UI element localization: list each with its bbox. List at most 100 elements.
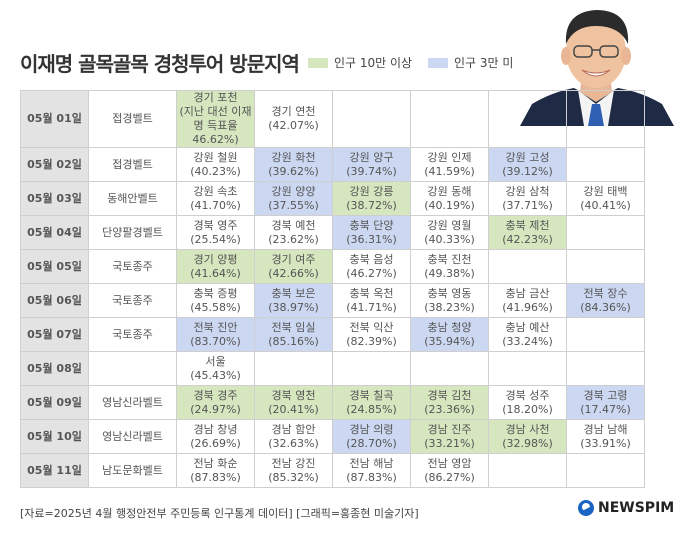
vote-share: (32.98%)	[502, 436, 553, 450]
tour-belt: 국토종주	[88, 283, 177, 318]
visit-date: 05월 09일	[20, 385, 89, 420]
legend-label-large: 인구 10만 이상	[334, 56, 413, 70]
region-cell: 강원 강릉 (38.72%)	[332, 181, 411, 216]
region-name: 경북 영주	[193, 218, 238, 232]
region-name: 경남 진주	[427, 422, 472, 436]
vote-share: (20.41%)	[268, 402, 319, 416]
region-name: 충남 청양	[427, 320, 472, 334]
region-cell: 강원 태백 (40.41%)	[566, 181, 645, 216]
region-cell: 경남 창녕 (26.69%)	[176, 419, 255, 454]
schedule-row: 05월 08일 서울 (45.43%)	[20, 351, 645, 386]
region-name: 경기 여주	[271, 252, 316, 266]
region-cell: 경기 포천 (지난 대선 이재명 득표율 46.62%)	[176, 90, 255, 148]
empty-cell	[566, 147, 645, 182]
visit-date: 05월 08일	[20, 351, 89, 386]
vote-share: (35.94%)	[424, 334, 475, 348]
vote-share: (25.54%)	[190, 232, 241, 246]
vote-share: (38.72%)	[346, 198, 397, 212]
legend-label-small: 인구 3만 미만	[454, 56, 525, 70]
empty-cell	[488, 351, 567, 386]
legend-item-large: 인구 10만 이상	[308, 54, 412, 71]
vote-share: (45.43%)	[190, 368, 241, 382]
region-cell: 충북 음성 (46.27%)	[332, 249, 411, 284]
region-name: 강원 강릉	[349, 184, 394, 198]
schedule-row: 05월 11일 남도문화벨트 전남 화순 (87.83%) 전남 강진 (85.32%) 전…	[20, 453, 645, 488]
region-cell: 충남 금산 (41.96%)	[488, 283, 567, 318]
tour-belt: 동해안벨트	[88, 181, 177, 216]
region-cell: 경북 고령 (17.47%)	[566, 385, 645, 420]
empty-cell	[566, 90, 645, 148]
visit-date: 05월 11일	[20, 453, 89, 488]
region-name: 전남 해남	[349, 456, 394, 470]
vote-share: (85.16%)	[268, 334, 319, 348]
region-cell: 경기 연천 (42.07%)	[254, 90, 333, 148]
region-name: 강원 속초	[193, 184, 238, 198]
vote-share: (45.58%)	[190, 300, 241, 314]
empty-cell	[332, 90, 411, 148]
region-cell: 충남 청양 (35.94%)	[410, 317, 489, 352]
vote-share: (42.07%)	[268, 119, 319, 132]
region-name: 강원 고성	[505, 150, 550, 164]
schedule-row: 05월 06일 국토종주 충북 증평 (45.58%) 충북 보은 (38.97%) 충북 …	[20, 283, 645, 318]
region-cell: 경북 예천 (23.62%)	[254, 215, 333, 250]
visit-date: 05월 05일	[20, 249, 89, 284]
schedule-row: 05월 02일 접경벨트 강원 철원 (40.23%) 강원 화천 (39.62%) 강원 …	[20, 147, 645, 182]
empty-cell	[566, 215, 645, 250]
region-cell: 경남 진주 (33.21%)	[410, 419, 489, 454]
region-name: 충북 제천	[505, 218, 550, 232]
region-name: 충북 보은	[271, 286, 316, 300]
vote-share: (87.83%)	[190, 470, 241, 484]
region-cell: 충북 영동 (38.23%)	[410, 283, 489, 318]
region-name: 경남 함안	[271, 422, 316, 436]
schedule-row: 05월 01일 접경벨트 경기 포천 (지난 대선 이재명 득표율 46.62%) 경기…	[20, 90, 645, 148]
region-name: 경남 사천	[505, 422, 550, 436]
vote-share: (17.47%)	[580, 402, 631, 416]
empty-cell	[410, 351, 489, 386]
region-cell: 강원 삼척 (37.71%)	[488, 181, 567, 216]
vote-share: (36.31%)	[346, 232, 397, 246]
tour-belt: 영남신라벨트	[88, 419, 177, 454]
tour-belt: 접경벨트	[88, 147, 177, 182]
region-name: 강원 화천	[271, 150, 316, 164]
visit-date: 05월 06일	[20, 283, 89, 318]
page-title: 이재명 골목골목 경청투어 방문지역	[20, 52, 300, 76]
region-name: 경기 양평	[193, 252, 238, 266]
vote-share: (38.23%)	[424, 300, 475, 314]
region-name: 충북 진천	[427, 252, 472, 266]
region-cell: 전북 익산 (82.39%)	[332, 317, 411, 352]
region-name: 경남 남해	[583, 422, 628, 436]
region-cell: 충북 단양 (36.31%)	[332, 215, 411, 250]
region-name: 충북 증평	[193, 286, 238, 300]
empty-cell	[488, 90, 567, 148]
region-name: 충북 음성	[349, 252, 394, 266]
region-cell: 경남 남해 (33.91%)	[566, 419, 645, 454]
region-name: 경북 칠곡	[349, 388, 394, 402]
vote-share: (41.59%)	[424, 164, 475, 178]
region-name: 전남 강진	[271, 456, 316, 470]
vote-share: (39.62%)	[268, 164, 319, 178]
schedule-row: 05월 03일 동해안벨트 강원 속초 (41.70%) 강원 양양 (37.55%) 강원…	[20, 181, 645, 216]
region-name: 경북 김천	[427, 388, 472, 402]
vote-share: (83.70%)	[190, 334, 241, 348]
region-cell: 충북 옥천 (41.71%)	[332, 283, 411, 318]
region-cell: 전남 강진 (85.32%)	[254, 453, 333, 488]
vote-share: (37.55%)	[268, 198, 319, 212]
vote-share: (40.41%)	[580, 198, 631, 212]
schedule-row: 05월 09일 영남신라벨트 경북 경주 (24.97%) 경북 영천 (20.41%) 경…	[20, 385, 645, 420]
vote-share: (33.24%)	[502, 334, 553, 348]
vote-share: (41.71%)	[346, 300, 397, 314]
vote-share: (87.83%)	[346, 470, 397, 484]
schedule-body: 05월 01일 접경벨트 경기 포천 (지난 대선 이재명 득표율 46.62%) 경기…	[20, 90, 645, 488]
empty-cell	[488, 249, 567, 284]
region-name: 전남 화순	[193, 456, 238, 470]
vote-share: (39.12%)	[502, 164, 553, 178]
visit-date: 05월 03일	[20, 181, 89, 216]
vote-share: (32.63%)	[268, 436, 319, 450]
region-cell: 충북 진천 (49.38%)	[410, 249, 489, 284]
vote-share: (82.39%)	[346, 334, 397, 348]
source-credit: [자료=2025년 4월 행정안전부 주민등록 인구통계 데이터] [그래픽=홍…	[20, 507, 419, 520]
region-name: 전북 장수	[583, 286, 628, 300]
region-cell: 충남 예산 (33.24%)	[488, 317, 567, 352]
region-name: 충남 예산	[505, 320, 550, 334]
region-cell: 전남 영암 (86.27%)	[410, 453, 489, 488]
